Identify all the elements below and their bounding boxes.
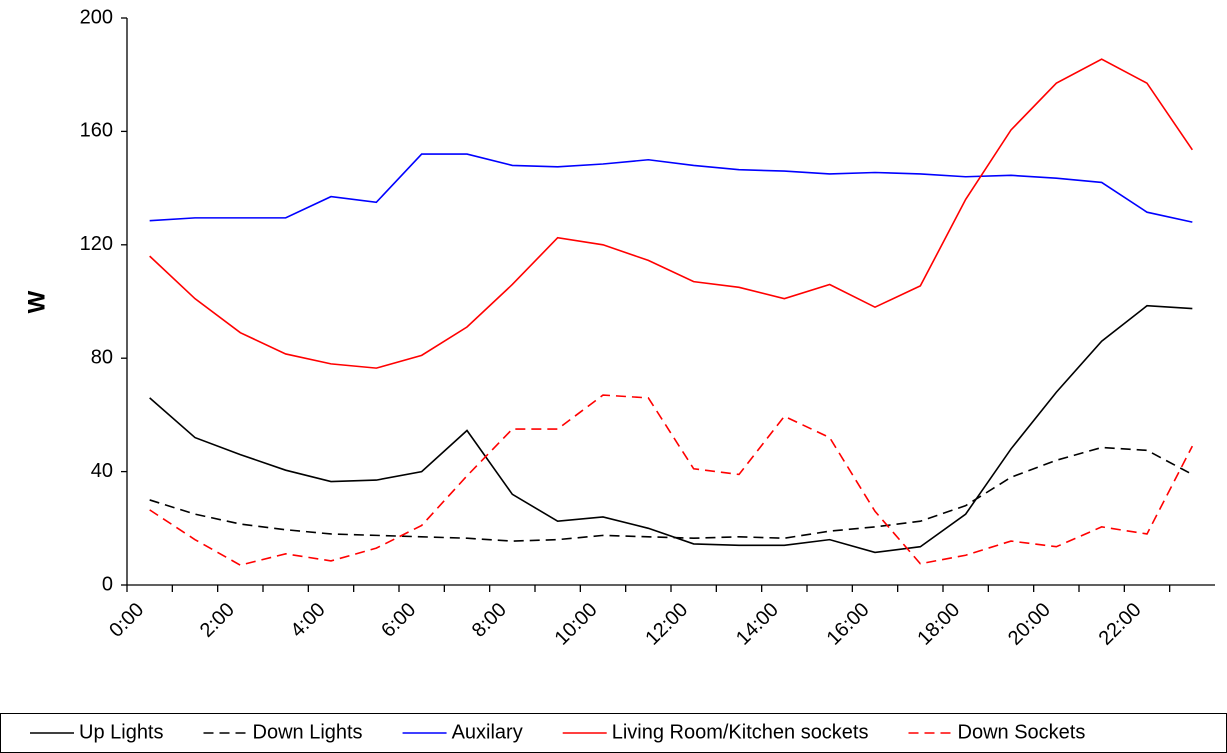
y-tick-label: 40 [91, 460, 113, 482]
legend-label: Auxilary [452, 721, 523, 743]
x-tick-label: 20:00 [1004, 599, 1055, 650]
y-axis-label: W [23, 290, 50, 313]
x-tick-label: 16:00 [823, 599, 874, 650]
series-line [149, 446, 1193, 542]
legend-label: Living Room/Kitchen sockets [612, 721, 869, 743]
x-tick-label: 12:00 [641, 599, 692, 650]
legend-label: Down Lights [253, 721, 363, 743]
series-line [149, 304, 1193, 554]
series-line [149, 153, 1193, 223]
y-tick-label: 0 [102, 573, 113, 595]
x-tick-label: 4:00 [287, 599, 330, 642]
series-line [149, 58, 1193, 369]
y-tick-label: 120 [80, 233, 113, 255]
x-tick-label: 8:00 [468, 599, 511, 642]
x-tick-label: 10:00 [551, 599, 602, 650]
y-tick-label: 200 [80, 6, 113, 28]
x-tick-label: 18:00 [913, 599, 964, 650]
x-tick-label: 2:00 [196, 599, 239, 642]
y-tick-label: 160 [80, 120, 113, 142]
legend-label: Down Sockets [958, 721, 1086, 743]
legend-label: Up Lights [79, 721, 164, 743]
series-line [149, 394, 1194, 567]
y-tick-label: 80 [91, 346, 113, 368]
x-tick-label: 14:00 [732, 599, 783, 650]
x-tick-label: 0:00 [105, 599, 148, 642]
x-tick-label: 22:00 [1095, 599, 1146, 650]
x-tick-label: 6:00 [377, 599, 420, 642]
